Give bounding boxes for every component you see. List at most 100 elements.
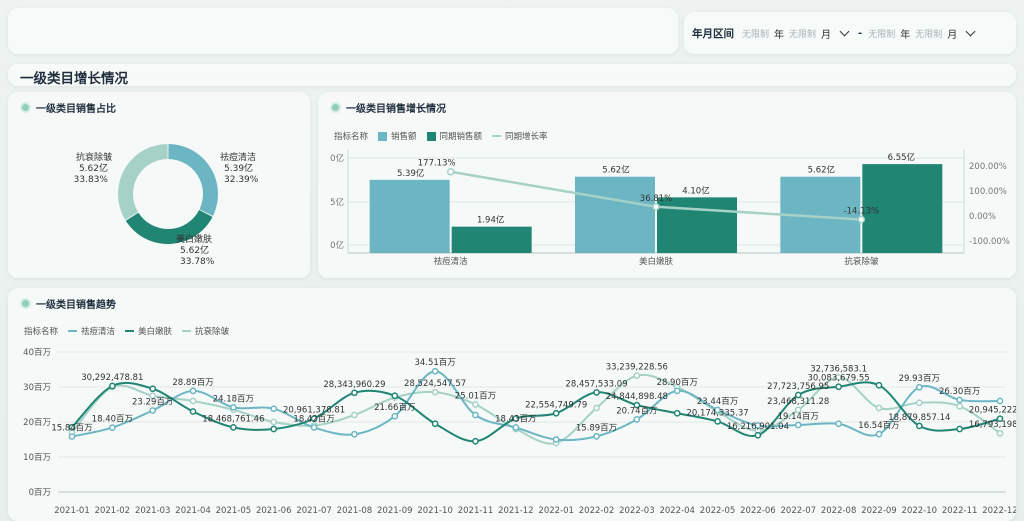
trend-data-label: 16,793,198.72	[969, 420, 1016, 430]
trend-point	[512, 424, 520, 431]
trend-point	[189, 397, 197, 405]
slice-pct-label: 33.83%	[74, 175, 109, 185]
trend-point	[673, 387, 681, 395]
trend-data-label: 29.93百万	[899, 374, 940, 384]
donut-title: 一级类目销售占比	[36, 104, 116, 115]
chevron-down-icon[interactable]	[965, 26, 976, 37]
trend-point	[593, 404, 600, 412]
trend-point	[351, 389, 358, 397]
x-tick-label: 2021-05	[216, 506, 252, 516]
trend-data-label: 28.89百万	[172, 378, 213, 388]
trend-point	[875, 430, 883, 438]
trend-data-label: 18.40百万	[92, 415, 133, 425]
trend-point	[270, 405, 278, 413]
trend-point	[996, 397, 1004, 405]
y-left-tick-label: 0亿	[330, 153, 344, 164]
slice-name-label: 抗衰除皱	[76, 151, 112, 163]
bar-data-label: 1.94亿	[477, 215, 504, 226]
end-year-unit: 年	[900, 29, 911, 41]
trend-point	[552, 409, 560, 417]
trend-point	[996, 429, 1004, 437]
x-tick-label: 2021-03	[135, 506, 171, 516]
range-separator: -	[858, 27, 863, 39]
x-tick-label: 抗衰除皱	[844, 256, 879, 267]
trend-data-label: 32,736,583.1	[810, 364, 867, 374]
trend-data-label: 33,239,228.56	[606, 363, 668, 373]
legend-item-sales[interactable]: 销售额	[378, 130, 417, 142]
bar-data-label: 5.39亿	[397, 168, 424, 179]
trend-point	[391, 412, 399, 420]
trend-title: 一级类目销售趋势	[36, 300, 116, 311]
legend-item-acne-cleansing[interactable]: 祛痘清洁	[68, 325, 115, 337]
trend-data-label: 27,723,756.95	[767, 382, 829, 392]
x-tick-label: 2022-08	[821, 506, 857, 516]
trend-data-label: 24,844,898.48	[606, 392, 668, 402]
slice-value-label: 5.62亿	[79, 162, 108, 174]
trend-point	[835, 383, 842, 391]
x-tick-label: 2022-12	[982, 506, 1016, 516]
trend-point	[431, 388, 439, 396]
trend-data-label: 20.74百万	[616, 406, 657, 416]
trend-data-label: 34.51百万	[414, 358, 455, 368]
legend-item-growth-rate[interactable]: 同期增长率	[492, 130, 548, 142]
slice-pct-label: 33.78%	[180, 257, 215, 267]
trend-data-label: 18,879,857.14	[888, 413, 950, 423]
start-month-select[interactable]: 无限制 月	[789, 26, 852, 41]
start-year-select[interactable]: 无限制 年	[742, 26, 789, 41]
bar-data-label: 5.62亿	[602, 165, 629, 176]
growth-rate-label: 36.81%	[640, 194, 672, 204]
end-year-placeholder: 无限制	[868, 29, 896, 40]
x-tick-label: 2022-07	[781, 506, 817, 516]
chevron-down-icon[interactable]	[839, 26, 850, 37]
trend-point	[108, 382, 116, 390]
legend-label: 同期增长率	[505, 132, 548, 142]
trend-point	[633, 416, 641, 423]
legend-item-whitening[interactable]: 美白嫩肤	[125, 325, 172, 337]
trend-data-label: 18.42百万	[293, 415, 334, 425]
end-month-select[interactable]: 无限制 月	[915, 26, 978, 41]
start-month-placeholder: 无限制	[789, 29, 817, 40]
trend-point	[633, 401, 641, 409]
trend-line	[71, 373, 1001, 445]
trend-panel-title: 一级类目销售趋势	[22, 296, 116, 311]
trend-data-label: 24.18百万	[213, 394, 254, 404]
trend-point	[552, 436, 560, 443]
filter-label: 年月区间	[692, 27, 734, 40]
start-year-placeholder: 无限制	[742, 29, 770, 40]
trend-point	[149, 407, 157, 414]
trend-point	[391, 392, 399, 400]
x-tick-label: 祛痘清洁	[434, 256, 469, 267]
trend-point	[915, 399, 923, 407]
x-tick-label: 2022-04	[659, 506, 695, 516]
trend-point	[472, 401, 479, 408]
trend-point	[956, 396, 964, 404]
trend-point	[915, 422, 923, 430]
x-tick-label: 2021-10	[417, 506, 453, 516]
legend-swatch	[125, 330, 135, 332]
bar-prior-sales	[862, 164, 943, 253]
bar-legend-title: 指标名称	[334, 132, 369, 142]
slice-pct-label: 32.39%	[224, 175, 259, 185]
trend-legend-title: 指标名称	[24, 327, 59, 337]
legend-item-anti-aging[interactable]: 抗衰除皱	[182, 325, 229, 337]
section-header: 一级类目增长情况	[8, 64, 1016, 87]
x-tick-label: 2021-11	[458, 506, 494, 516]
x-tick-label: 2022-01	[538, 506, 574, 516]
y-tick-label: 30百万	[23, 383, 51, 393]
trend-point	[593, 389, 600, 396]
end-month-placeholder: 无限制	[915, 29, 943, 40]
trend-point	[835, 374, 842, 381]
trend-data-label: 25.01百万	[455, 391, 496, 401]
end-year-select[interactable]: 无限制 年	[868, 26, 915, 41]
x-tick-label: 2021-07	[296, 506, 332, 516]
x-tick-label: 2021-08	[337, 506, 373, 516]
growth-rate-point	[446, 167, 455, 176]
x-tick-label: 2021-02	[95, 506, 131, 516]
growth-rate-point	[857, 215, 866, 224]
trend-data-label: 23,468,311.28	[767, 397, 829, 407]
trend-point	[149, 385, 157, 393]
legend-label: 美白嫩肤	[138, 327, 173, 337]
trend-point	[68, 433, 76, 440]
trend-data-label: 20,174,335.37	[686, 408, 748, 418]
legend-item-prior-sales[interactable]: 同期销售额	[426, 130, 482, 142]
